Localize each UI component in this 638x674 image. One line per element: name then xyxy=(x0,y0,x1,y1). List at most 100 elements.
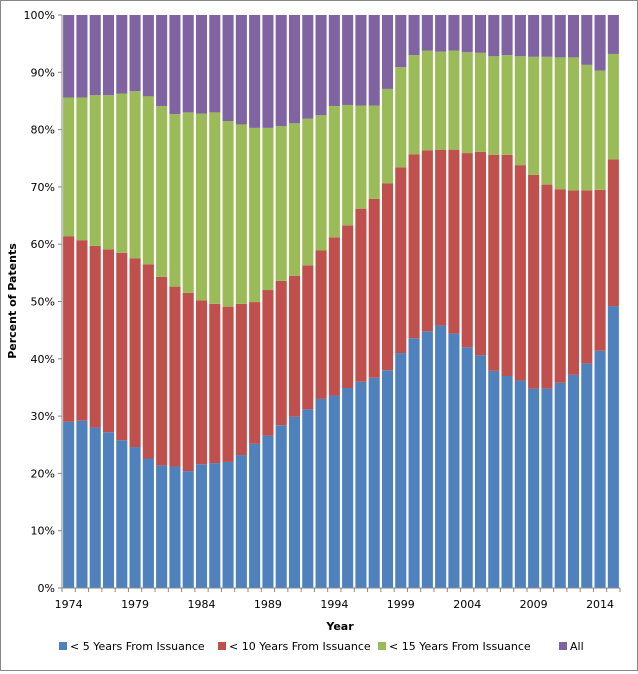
bar-segment-2013-series-2 xyxy=(581,64,593,191)
bar-segment-2012-series-3 xyxy=(567,15,580,58)
bar-segment-1982-series-0 xyxy=(169,466,181,588)
bar-segment-1990-series-0 xyxy=(275,425,287,588)
bar-segment-1991-series-2 xyxy=(288,123,301,276)
x-tick-label: 1994 xyxy=(320,598,348,611)
x-tick-label: 1999 xyxy=(387,598,415,611)
bar-segment-1983-series-1 xyxy=(182,292,194,472)
bar-segment-1997-series-0 xyxy=(368,377,380,588)
legend-swatch-2 xyxy=(378,642,386,650)
bar-segment-2001-series-3 xyxy=(421,15,433,51)
bar-segment-2004-series-3 xyxy=(461,15,473,53)
bar-segment-1998-series-3 xyxy=(381,15,394,89)
bar-segment-2007-series-1 xyxy=(501,154,513,376)
bar-segment-2010-series-2 xyxy=(541,56,553,185)
bar-segment-1999-series-0 xyxy=(395,353,407,588)
bar-segment-1976-series-1 xyxy=(89,245,101,428)
bar-segment-2014-series-1 xyxy=(594,189,606,351)
bar-segment-1991-series-3 xyxy=(288,15,301,124)
bar-segment-1982-series-2 xyxy=(169,114,181,287)
bar-segment-1977-series-0 xyxy=(102,432,115,588)
bar-segment-1986-series-1 xyxy=(222,306,234,462)
bar-segment-2006-series-0 xyxy=(488,370,500,588)
bar-segment-1996-series-3 xyxy=(355,15,367,106)
y-tick-label: 100% xyxy=(24,9,55,22)
bar-segment-1989-series-3 xyxy=(262,15,274,128)
bar-segment-2011-series-1 xyxy=(554,189,566,383)
bar-segment-1985-series-0 xyxy=(209,463,221,588)
bar-segment-2008-series-2 xyxy=(514,56,526,166)
bar-segment-1984-series-0 xyxy=(195,464,208,588)
bar-segment-1990-series-3 xyxy=(275,15,287,127)
bar-segment-1981-series-2 xyxy=(156,106,168,277)
bar-segment-1975-series-0 xyxy=(76,420,88,588)
bar-segment-1994-series-0 xyxy=(328,395,340,588)
bar-segment-1978-series-1 xyxy=(116,252,128,441)
bar-segment-2003-series-3 xyxy=(448,15,460,51)
bar-segment-1988-series-1 xyxy=(249,302,261,444)
bar-segment-1976-series-3 xyxy=(89,15,101,96)
bar-segment-1979-series-3 xyxy=(129,15,141,92)
bar-segment-1981-series-3 xyxy=(156,15,168,107)
bar-segment-1978-series-3 xyxy=(116,15,128,94)
legend-label-1: < 10 Years From Issuance xyxy=(229,640,371,653)
bar-segment-1985-series-3 xyxy=(209,15,221,113)
bar-segment-1996-series-1 xyxy=(355,208,367,382)
y-tick-label: 20% xyxy=(31,467,55,480)
bar-segment-2001-series-1 xyxy=(421,150,433,332)
bar-segment-1977-series-1 xyxy=(102,249,115,433)
bar-segment-1979-series-1 xyxy=(129,258,141,448)
bar-segment-1974-series-2 xyxy=(63,97,75,237)
bar-segment-1976-series-2 xyxy=(89,95,101,246)
bar-segment-2015-series-0 xyxy=(607,306,619,588)
bar-segment-1997-series-1 xyxy=(368,198,380,378)
bar-segment-1994-series-2 xyxy=(328,106,340,238)
bar-segment-1989-series-1 xyxy=(262,290,274,436)
bar-segment-1994-series-3 xyxy=(328,15,340,107)
bar-segment-2003-series-1 xyxy=(448,149,460,334)
bar-segment-1979-series-2 xyxy=(129,91,141,259)
bar-segment-1978-series-2 xyxy=(116,93,128,253)
bar-segment-1984-series-1 xyxy=(195,300,208,465)
bar-segment-2011-series-2 xyxy=(554,57,566,190)
bar-segment-2012-series-0 xyxy=(567,374,580,588)
bar-segment-1984-series-2 xyxy=(195,113,208,301)
bar-segment-2000-series-3 xyxy=(408,15,420,56)
y-axis-title: Percent of Patents xyxy=(6,243,19,359)
bar-segment-1975-series-3 xyxy=(76,15,88,98)
bar-segment-1996-series-0 xyxy=(355,381,367,588)
bar-segment-2007-series-0 xyxy=(501,375,513,588)
bar-segment-2006-series-1 xyxy=(488,154,500,371)
bar-segment-1992-series-1 xyxy=(302,265,314,410)
bar-segment-1982-series-1 xyxy=(169,286,181,467)
bar-segment-1977-series-2 xyxy=(102,95,115,250)
bar-segment-1975-series-1 xyxy=(76,240,88,421)
bar-segment-2008-series-0 xyxy=(514,380,526,588)
x-tick-label: 1979 xyxy=(121,598,149,611)
bar-segment-2014-series-0 xyxy=(594,350,606,588)
bar-segment-2014-series-3 xyxy=(594,15,606,71)
bar-segment-1992-series-2 xyxy=(302,118,314,266)
bar-segment-1981-series-1 xyxy=(156,276,168,466)
bar-segment-1987-series-0 xyxy=(235,455,247,588)
x-ticks-group: 1974 1979 1984 1989 1994 1999 2004 2009 2014 xyxy=(55,588,621,611)
bar-segment-1995-series-0 xyxy=(342,388,354,588)
bar-segment-2001-series-0 xyxy=(421,331,433,588)
bar-segment-1999-series-2 xyxy=(395,67,407,168)
x-tick-label: 1984 xyxy=(188,598,216,611)
bar-segment-2013-series-3 xyxy=(581,15,593,65)
bar-segment-2009-series-2 xyxy=(528,56,540,175)
bar-segment-2000-series-1 xyxy=(408,154,420,339)
x-tick-label: 1989 xyxy=(254,598,282,611)
bar-segment-1993-series-3 xyxy=(315,15,327,116)
bar-segment-1998-series-1 xyxy=(381,183,394,371)
bar-segment-2009-series-1 xyxy=(528,174,540,389)
legend-swatch-3 xyxy=(559,642,567,650)
bar-segment-2001-series-2 xyxy=(421,50,433,151)
bar-segment-2003-series-0 xyxy=(448,333,460,588)
bar-segment-1987-series-1 xyxy=(235,303,247,456)
legend: < 5 Years From Issuance < 10 Years From I… xyxy=(59,640,584,653)
bar-segment-1988-series-3 xyxy=(249,15,261,128)
bar-segment-2005-series-0 xyxy=(474,355,487,588)
